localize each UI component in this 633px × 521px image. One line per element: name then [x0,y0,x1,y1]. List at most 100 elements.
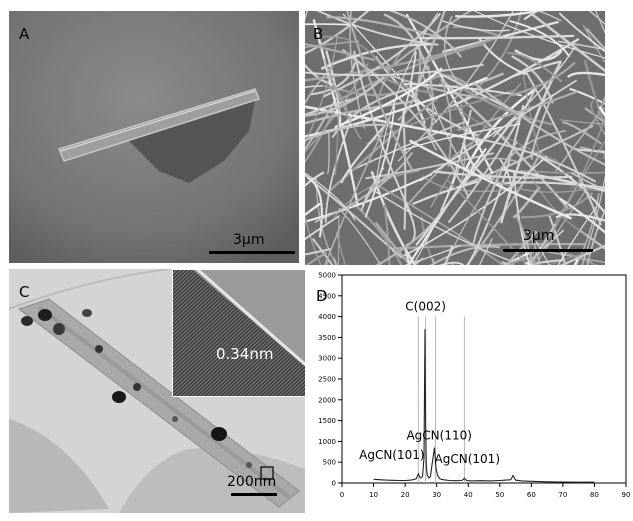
nanowire-strand [353,50,413,215]
nanowire-strand [374,221,412,265]
nanowire-strand [409,139,573,220]
lattice-fringe [271,365,305,397]
silver-particle [211,427,227,441]
nanowire-strand [305,251,328,265]
lattice-fringe [172,269,241,333]
lattice-fringe [172,269,213,307]
nanowire-strand [305,123,387,142]
nanowire-strand [334,114,340,176]
nanowire-strand [583,59,605,129]
x-tick-label: 10 [369,491,378,499]
nanowire-strand [340,121,389,184]
nanowire-strand [315,177,338,265]
nanowire-strand [525,72,602,226]
nanowire-strand [574,147,605,153]
lattice-fringe [195,296,305,397]
lattice-fringe [172,269,233,325]
nanowire-strand [305,42,376,62]
nanowire-strand [432,170,573,179]
silver-particle [95,345,103,353]
nanowire-strand [407,147,487,265]
nanowire-strand [443,245,454,265]
x-tick-label: 0 [340,491,344,499]
nanowire-strand [478,238,493,265]
nanowire-strand [505,230,538,265]
lattice-fringe [172,269,229,322]
nanowire-strand [383,204,391,265]
panel-d: 0 10 20 30 40 50 60 70 80 90 0 500 1000 1500 2000 2500 3… [306,269,633,521]
x-tick-label: 20 [401,491,410,499]
y-tick-label: 1500 [318,417,336,425]
nanowire-strand [535,11,562,22]
x-tick-label: 60 [527,491,536,499]
nanowire-strand [575,193,600,265]
y-tick-label: 4000 [318,313,336,321]
x-tick-label: 50 [495,491,504,499]
panel-a: A 3μm [9,11,299,263]
silver-particle [246,462,252,468]
nanowire-strand [392,242,586,250]
panel-b-label: B [313,25,324,43]
nanowire-strand [524,229,565,265]
nanowire-strand [420,216,436,265]
panel-c-scale-label: 200nm [227,474,277,490]
nanowire-strand [557,40,605,51]
lattice-fringe [191,292,305,397]
nanowire-strand [520,254,540,265]
silver-particle [38,309,52,321]
nanowire-strand [349,11,366,129]
nanowire-strand [404,245,461,265]
lattice-fringe [263,358,305,397]
lattice-fringe [279,373,305,397]
nanowire-strand [311,237,334,265]
nanowire-strand [346,11,415,173]
nanowire-strand [528,223,557,265]
nanowire-strand [455,11,545,18]
panel-b-image [305,11,605,265]
nanowire-strand [584,107,605,124]
y-tick-label: 3000 [318,355,336,363]
nanowire-strand [305,215,340,241]
nanowire-strand [546,252,587,265]
lattice-fringe [243,340,305,397]
lattice-fringe [172,269,205,300]
wire-edge [196,269,305,367]
nanowire-strand [309,60,357,96]
nanowire-strand [585,27,605,51]
nanowire-strand [415,115,517,246]
nanowire-strand [529,12,605,73]
nanowire-strand [320,43,432,70]
nanorod [57,88,260,162]
y-tick-label: 1000 [318,438,336,446]
panel-a-scale-bar [209,251,295,254]
nanowire-strand [457,90,578,131]
y-tick-label: 5000 [318,272,336,280]
panel-d-label: D [316,287,328,305]
lattice-fringe [267,362,305,397]
lattice-fringe [235,332,305,397]
nanowire-strand [338,207,382,265]
nanowire-strand [327,131,330,174]
nanowire-strand [385,11,473,72]
nanowire-strand [324,114,391,265]
nanowire-strand [305,65,334,105]
nanowire-strand [324,122,351,223]
lattice-fringe [172,269,201,296]
nanowire-strand [590,100,605,136]
nanowire-strand [411,11,446,103]
x-tick-label: 90 [622,491,631,499]
lattice-fringe [172,269,221,314]
panel-c-label: C [19,283,30,301]
silver-particle [53,323,65,335]
nanowire-strand [587,252,593,265]
silver-particle [112,391,126,403]
nanowire-strand [525,229,541,265]
lattice-fringe [239,336,305,397]
panel-b-scale-label: 3μm [523,228,555,244]
nanowire-strand [305,171,325,187]
nanorod-highlight [60,90,256,152]
nanowire-strand [322,35,383,69]
lattice-spacing-label: 0.34nm [216,345,274,363]
nanowire-strand [451,104,558,162]
nanowire-strand [440,19,510,32]
